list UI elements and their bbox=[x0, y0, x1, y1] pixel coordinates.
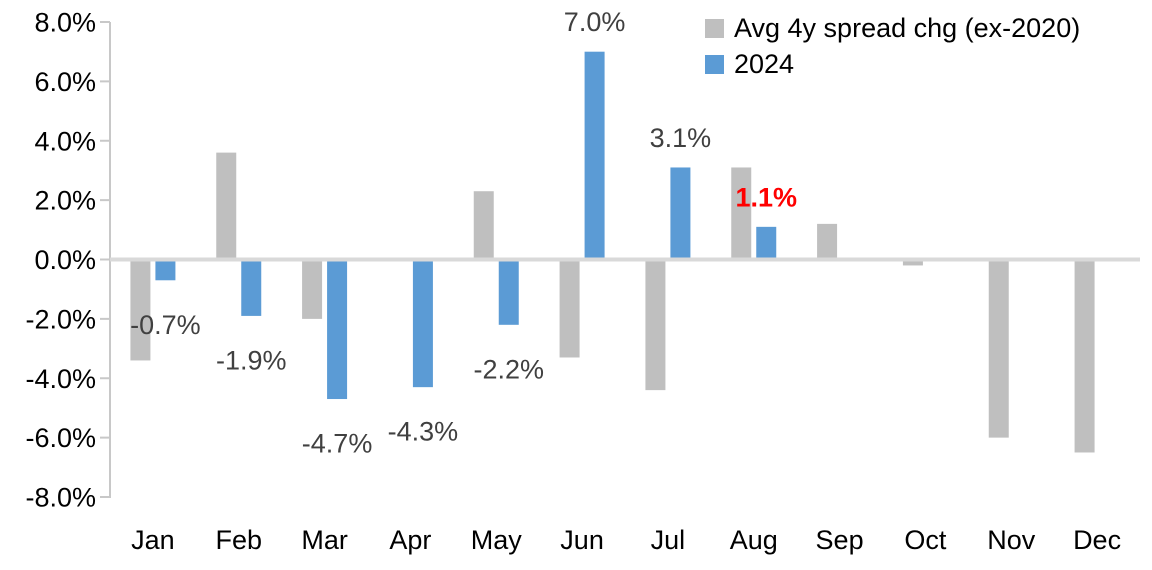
x-axis-label-aug: Aug bbox=[730, 525, 778, 555]
x-axis-label-feb: Feb bbox=[215, 525, 262, 555]
x-axis-label-jan: Jan bbox=[131, 525, 175, 555]
bar-avg-jan bbox=[130, 259, 151, 361]
bar-avg-oct bbox=[902, 259, 923, 266]
legend-label-avg-4y-spread: Avg 4y spread chg (ex-2020) bbox=[734, 13, 1081, 43]
bar-2024-may bbox=[498, 259, 519, 325]
zero-gridline bbox=[110, 257, 1140, 262]
y-axis-tick-label: 4.0% bbox=[34, 126, 96, 156]
bar-avg-nov bbox=[988, 259, 1009, 438]
data-label-jun: 7.0% bbox=[564, 7, 626, 37]
x-axis-label-jun: Jun bbox=[560, 525, 604, 555]
y-axis-tick-label: -2.0% bbox=[25, 304, 96, 334]
data-label-feb: -1.9% bbox=[216, 345, 287, 375]
bar-avg-may bbox=[473, 191, 494, 260]
chart-legend: Avg 4y spread chg (ex-2020) 2024 bbox=[705, 10, 1080, 82]
bar-avg-mar bbox=[302, 259, 323, 319]
bar-avg-feb bbox=[216, 152, 237, 260]
x-axis-label-dec: Dec bbox=[1073, 525, 1121, 555]
data-label-apr: -4.3% bbox=[388, 417, 459, 447]
legend-swatch-blue-icon bbox=[705, 54, 724, 74]
bar-2024-mar bbox=[327, 259, 348, 400]
bar-avg-dec bbox=[1074, 259, 1095, 453]
legend-swatch-gray-icon bbox=[705, 18, 724, 38]
bar-avg-aug bbox=[731, 167, 752, 260]
data-label-mar: -4.7% bbox=[302, 429, 373, 459]
y-axis-tick-label: 6.0% bbox=[34, 67, 96, 97]
bar-2024-aug bbox=[756, 226, 777, 260]
bar-2024-apr bbox=[412, 259, 433, 388]
data-label-jan: -0.7% bbox=[130, 310, 201, 340]
x-axis-label-mar: Mar bbox=[301, 525, 348, 555]
y-axis-tick-label: 0.0% bbox=[34, 245, 96, 275]
bar-avg-sep bbox=[817, 223, 838, 260]
y-axis-tick-label: -8.0% bbox=[25, 483, 96, 513]
x-axis-label-jul: Jul bbox=[651, 525, 686, 555]
legend-item-avg-4y-spread: Avg 4y spread chg (ex-2020) bbox=[705, 10, 1080, 46]
data-label-jul: 3.1% bbox=[650, 123, 712, 153]
legend-item-2024: 2024 bbox=[705, 46, 1080, 82]
bar-2024-feb bbox=[241, 259, 262, 316]
x-axis-label-oct: Oct bbox=[904, 525, 947, 555]
bar-2024-jul bbox=[670, 167, 691, 260]
bar-avg-jun bbox=[559, 259, 580, 358]
data-label-may: -2.2% bbox=[473, 354, 544, 384]
legend-label-2024: 2024 bbox=[734, 49, 795, 79]
x-axis-label-apr: Apr bbox=[389, 525, 431, 555]
y-axis-tick-label: 2.0% bbox=[34, 186, 96, 216]
x-axis-label-may: May bbox=[471, 525, 523, 555]
bar-2024-jun bbox=[584, 51, 605, 260]
data-label-aug: 1.1% bbox=[735, 182, 797, 212]
y-axis-tick-label: -6.0% bbox=[25, 423, 96, 453]
bar-2024-jan bbox=[155, 259, 176, 281]
bar-avg-jul bbox=[645, 259, 666, 391]
y-axis-tick-label: -4.0% bbox=[25, 364, 96, 394]
y-axis-tick-label: 8.0% bbox=[34, 8, 96, 38]
x-axis-label-nov: Nov bbox=[987, 525, 1036, 555]
x-axis-label-sep: Sep bbox=[816, 525, 864, 555]
